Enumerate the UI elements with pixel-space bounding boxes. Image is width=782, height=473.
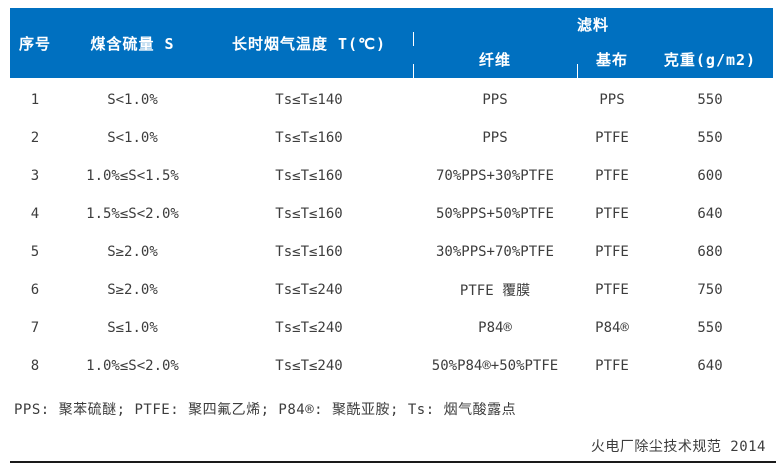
cell-temp: Ts≤T≤240: [275, 282, 343, 298]
cell-seq: 5: [30, 244, 40, 260]
cell-temp: Ts≤T≤240: [275, 358, 343, 374]
cell-fiber: PPS: [482, 92, 508, 108]
cell-fiber: P84®: [478, 320, 512, 336]
source-reference: 火电厂除尘技术规范 2014: [590, 439, 766, 455]
cell-temp: Ts≤T≤140: [275, 92, 343, 108]
cell-temp: Ts≤T≤160: [275, 130, 343, 146]
table-body: 1 S<1.0% Ts≤T≤140 PPS PPS 550 2 S<1.0% T…: [10, 81, 773, 385]
cell-weight: 550: [697, 92, 723, 108]
cell-seq: 3: [30, 168, 40, 184]
cell-sulfur: S<1.0%: [107, 92, 158, 108]
cell-sulfur: S<1.0%: [107, 130, 158, 146]
cell-weight: 680: [697, 244, 723, 260]
cell-temp: Ts≤T≤160: [275, 168, 343, 184]
cell-weight: 600: [697, 168, 723, 184]
header-filter-group-label: 滤料: [576, 16, 609, 34]
abbreviation-footnote: PPS: 聚苯硫醚; PTFE: 聚四氟乙烯; P84®: 聚酰亚胺; Ts: …: [14, 402, 517, 418]
header-seq: 序号: [18, 34, 51, 53]
header-divider-tick: [413, 64, 414, 78]
cell-base: PPS: [599, 92, 625, 108]
cell-seq: 7: [30, 320, 40, 336]
table-row: 8 1.0%≤S<2.0% Ts≤T≤240 50%P84®+50%PTFE P…: [10, 347, 773, 385]
cell-weight: 750: [697, 282, 723, 298]
table-row: 5 S≥2.0% Ts≤T≤160 30%PPS+70%PTFE PTFE 68…: [10, 233, 773, 271]
cell-base: PTFE: [595, 130, 629, 146]
header-filter-group: 滤料 纤维 基布 克重(g/m2): [413, 8, 773, 78]
cell-fiber: 50%PPS+50%PTFE: [435, 206, 554, 222]
cell-sulfur: S≥2.0%: [107, 244, 158, 260]
cell-fiber: PTFE 覆膜: [459, 283, 531, 299]
header-base: 基布: [595, 51, 628, 69]
cell-seq: 2: [30, 130, 40, 146]
cell-base: PTFE: [595, 244, 629, 260]
cell-base: PTFE: [595, 168, 629, 184]
cell-sulfur: 1.0%≤S<2.0%: [86, 358, 179, 374]
cell-fiber: 50%P84®+50%PTFE: [431, 358, 559, 374]
header-temp: 长时烟气温度 T(℃): [232, 34, 386, 53]
table-row: 3 1.0%≤S<1.5% Ts≤T≤160 70%PPS+30%PTFE PT…: [10, 157, 773, 195]
cell-weight: 550: [697, 130, 723, 146]
cell-seq: 1: [30, 92, 40, 108]
header-divider-tick: [577, 64, 578, 78]
cell-fiber: 30%PPS+70%PTFE: [435, 244, 554, 260]
cell-temp: Ts≤T≤240: [275, 320, 343, 336]
cell-weight: 640: [697, 206, 723, 222]
cell-seq: 6: [30, 282, 40, 298]
table-row: 1 S<1.0% Ts≤T≤140 PPS PPS 550: [10, 81, 773, 119]
header-fiber: 纤维: [478, 51, 511, 69]
bottom-divider: [10, 461, 776, 463]
cell-base: PTFE: [595, 206, 629, 222]
header-sulfur: 煤含硫量 S: [90, 34, 175, 53]
header-weight: 克重(g/m2): [663, 51, 757, 69]
cell-sulfur: 1.0%≤S<1.5%: [86, 168, 179, 184]
cell-sulfur: 1.5%≤S<2.0%: [86, 206, 179, 222]
cell-sulfur: S≥2.0%: [107, 282, 158, 298]
cell-seq: 4: [30, 206, 40, 222]
table-row: 2 S<1.0% Ts≤T≤160 PPS PTFE 550: [10, 119, 773, 157]
table-row: 7 S≤1.0% Ts≤T≤240 P84® P84® 550: [10, 309, 773, 347]
cell-fiber: 70%PPS+30%PTFE: [435, 168, 554, 184]
cell-sulfur: S≤1.0%: [107, 320, 158, 336]
cell-seq: 8: [30, 358, 40, 374]
cell-base: PTFE: [595, 358, 629, 374]
cell-weight: 550: [697, 320, 723, 336]
cell-temp: Ts≤T≤160: [275, 206, 343, 222]
cell-base: P84®: [595, 320, 629, 336]
cell-fiber: PPS: [482, 130, 508, 146]
table-header: 序号 煤含硫量 S 长时烟气温度 T(℃) 滤料 纤维 基布 克重(g/m2): [10, 8, 773, 78]
cell-weight: 640: [697, 358, 723, 374]
cell-base: PTFE: [595, 282, 629, 298]
cell-temp: Ts≤T≤160: [275, 244, 343, 260]
table-row: 4 1.5%≤S<2.0% Ts≤T≤160 50%PPS+50%PTFE PT…: [10, 195, 773, 233]
table-row: 6 S≥2.0% Ts≤T≤240 PTFE 覆膜 PTFE 750: [10, 271, 773, 309]
header-divider-tick: [413, 32, 414, 46]
